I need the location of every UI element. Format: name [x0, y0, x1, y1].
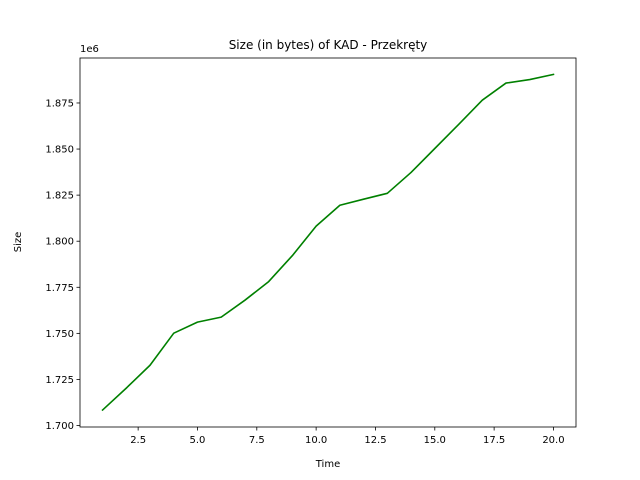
y-axis-label: Size	[13, 232, 24, 253]
chart-title: Size (in bytes) of KAD - Przekręty	[229, 38, 428, 52]
plot-area	[80, 58, 576, 427]
x-tick-label: 10.0	[305, 435, 327, 446]
y-tick-label: 1.725	[45, 375, 74, 386]
y-axis-ticks: 1.700 1.725 1.750 1.775 1.800 1.825 1.850 1.875	[45, 98, 80, 432]
x-axis-ticks: 2.5 5.0 7.5 10.0 12.5 15.0 17.5 20.0	[130, 427, 565, 446]
plot-frame	[79, 57, 577, 428]
series-line-0	[101, 73, 555, 412]
x-tick-label: 5.0	[190, 435, 206, 446]
y-tick-label: 1.875	[45, 98, 74, 109]
y-tick-label: 1.825	[45, 191, 74, 202]
x-axis-label: Time	[315, 459, 340, 470]
x-tick-label: 7.5	[249, 435, 265, 446]
y-tick-label: 1.800	[45, 237, 74, 248]
x-tick-label: 12.5	[364, 435, 386, 446]
series-layer	[101, 73, 555, 412]
x-tick-label: 15.0	[424, 435, 446, 446]
y-tick-label: 1.750	[45, 329, 74, 340]
x-tick-label: 20.0	[542, 435, 564, 446]
y-tick-label: 1.850	[45, 145, 74, 156]
x-tick-label: 17.5	[483, 435, 505, 446]
y-tick-label: 1.700	[45, 421, 74, 432]
x-tick-label: 2.5	[130, 435, 146, 446]
y-tick-label: 1.775	[45, 283, 74, 294]
y-offset-label: 1e6	[80, 44, 99, 55]
